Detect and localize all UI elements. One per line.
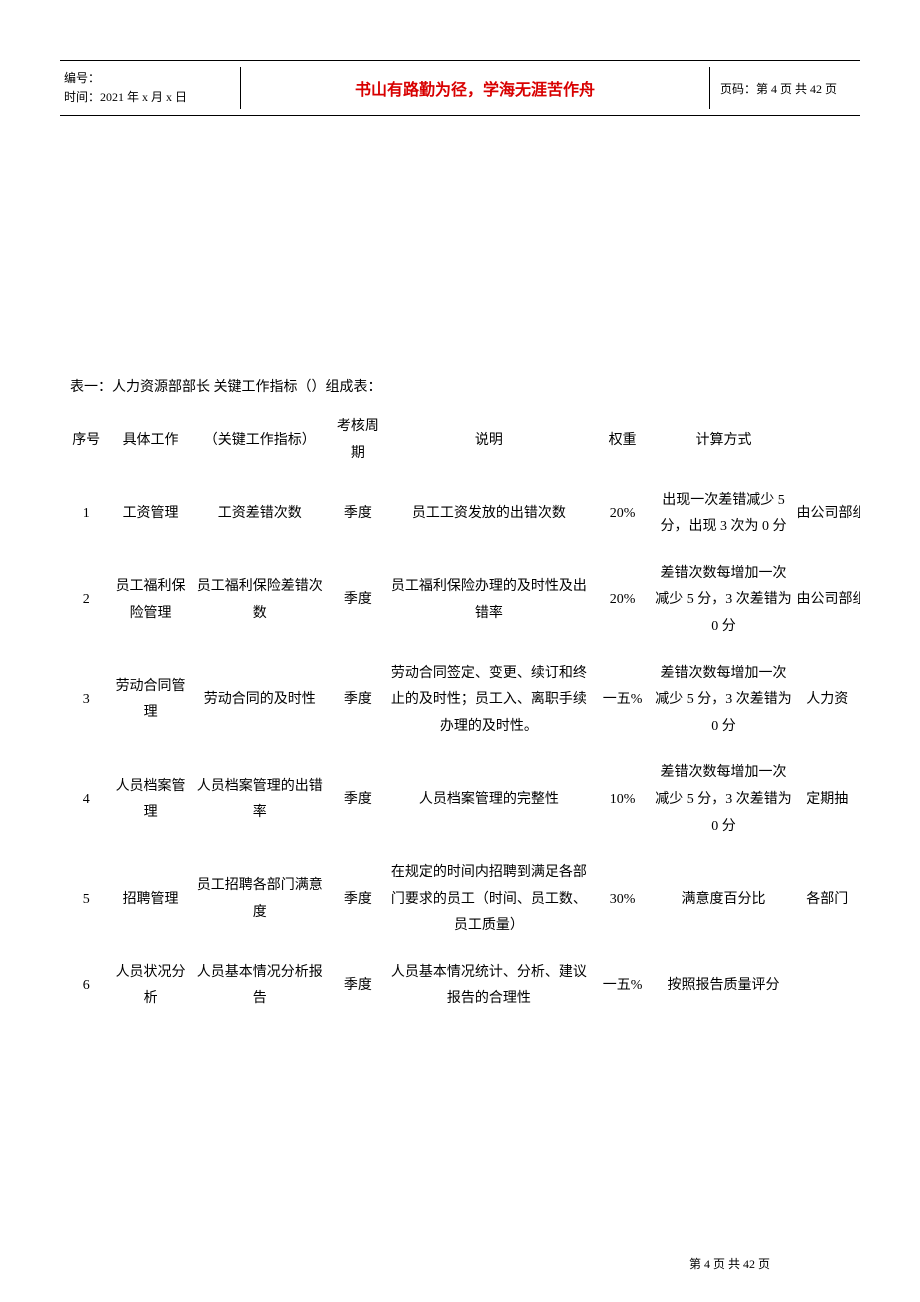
document-page: 编号： 时间：2021 年 x 月 x 日 书山有路勤为径，学海无涯苦作舟 页码… bbox=[0, 0, 920, 1302]
cell-work: 人员状况分析 bbox=[112, 950, 188, 1023]
doc-id-label: 编号： bbox=[64, 69, 236, 88]
cell-period: 季度 bbox=[331, 651, 386, 751]
cell-period: 季度 bbox=[331, 478, 386, 551]
cell-work: 人员档案管理 bbox=[112, 750, 188, 850]
cell-src-partial bbox=[794, 950, 860, 1023]
cell-seq: 4 bbox=[60, 750, 112, 850]
cell-weight: 30% bbox=[593, 850, 653, 950]
cell-src-partial: 由公司部组 bbox=[794, 478, 860, 551]
table-row: 3 劳动合同管理 劳动合同的及时性 季度 劳动合同签定、变更、续订和终止的及时性… bbox=[60, 651, 860, 751]
cell-kpi: 员工福利保险差错次数 bbox=[189, 551, 331, 651]
cell-desc: 在规定的时间内招聘到满足各部门要求的员工（时间、员工数、员工质量） bbox=[385, 850, 592, 950]
col-calc-header: 计算方式 bbox=[653, 404, 795, 477]
cell-src-partial: 由公司部组 bbox=[794, 551, 860, 651]
cell-weight: 一五% bbox=[593, 651, 653, 751]
cell-kpi: 员工招聘各部门满意度 bbox=[189, 850, 331, 950]
col-weight-header: 权重 bbox=[593, 404, 653, 477]
cell-work: 工资管理 bbox=[112, 478, 188, 551]
col-src-header-partial bbox=[794, 404, 860, 477]
cell-weight: 10% bbox=[593, 750, 653, 850]
cell-work: 员工福利保险管理 bbox=[112, 551, 188, 651]
doc-time-label: 时间：2021 年 x 月 x 日 bbox=[64, 88, 236, 107]
cell-src-partial: 人力资 bbox=[794, 651, 860, 751]
table-row: 6 人员状况分析 人员基本情况分析报告 季度 人员基本情况统计、分析、建议报告的… bbox=[60, 950, 860, 1023]
cell-kpi: 人员档案管理的出错率 bbox=[189, 750, 331, 850]
cell-seq: 5 bbox=[60, 850, 112, 950]
cell-seq: 1 bbox=[60, 478, 112, 551]
header-page-info: 页码：第 4 页 共 42 页 bbox=[710, 67, 860, 109]
cell-desc: 人员档案管理的完整性 bbox=[385, 750, 592, 850]
table-header-row: 序号 具体工作 （关键工作指标） 考核周期 说明 权重 计算方式 bbox=[60, 404, 860, 477]
cell-period: 季度 bbox=[331, 850, 386, 950]
cell-calc: 差错次数每增加一次减少 5 分，3 次差错为 0 分 bbox=[653, 651, 795, 751]
header-left-block: 编号： 时间：2021 年 x 月 x 日 bbox=[60, 67, 240, 109]
cell-src-partial: 各部门 bbox=[794, 850, 860, 950]
table-title: 表一：人力资源部部长 关键工作指标（）组成表： bbox=[60, 376, 860, 396]
page-header: 编号： 时间：2021 年 x 月 x 日 书山有路勤为径，学海无涯苦作舟 页码… bbox=[60, 60, 860, 116]
table-body: 1 工资管理 工资差错次数 季度 员工工资发放的出错次数 20% 出现一次差错减… bbox=[60, 478, 860, 1024]
cell-period: 季度 bbox=[331, 551, 386, 651]
cell-seq: 2 bbox=[60, 551, 112, 651]
page-footer: 第 4 页 共 42 页 bbox=[689, 1255, 770, 1272]
table-row: 5 招聘管理 员工招聘各部门满意度 季度 在规定的时间内招聘到满足各部门要求的员… bbox=[60, 850, 860, 950]
cell-kpi: 工资差错次数 bbox=[189, 478, 331, 551]
col-seq-header: 序号 bbox=[60, 404, 112, 477]
table-row: 4 人员档案管理 人员档案管理的出错率 季度 人员档案管理的完整性 10% 差错… bbox=[60, 750, 860, 850]
cell-period: 季度 bbox=[331, 750, 386, 850]
table-row: 2 员工福利保险管理 员工福利保险差错次数 季度 员工福利保险办理的及时性及出错… bbox=[60, 551, 860, 651]
cell-kpi: 劳动合同的及时性 bbox=[189, 651, 331, 751]
cell-seq: 6 bbox=[60, 950, 112, 1023]
cell-calc: 按照报告质量评分 bbox=[653, 950, 795, 1023]
header-motto: 书山有路勤为径，学海无涯苦作舟 bbox=[240, 67, 710, 109]
cell-desc: 员工福利保险办理的及时性及出错率 bbox=[385, 551, 592, 651]
cell-kpi: 人员基本情况分析报告 bbox=[189, 950, 331, 1023]
cell-period: 季度 bbox=[331, 950, 386, 1023]
col-kpi-header: （关键工作指标） bbox=[189, 404, 331, 477]
col-period-header: 考核周期 bbox=[331, 404, 386, 477]
cell-src-partial: 定期抽 bbox=[794, 750, 860, 850]
cell-desc: 人员基本情况统计、分析、建议报告的合理性 bbox=[385, 950, 592, 1023]
cell-calc: 差错次数每增加一次减少 5 分，3 次差错为 0 分 bbox=[653, 551, 795, 651]
cell-desc: 劳动合同签定、变更、续订和终止的及时性；员工入、离职手续办理的及时性。 bbox=[385, 651, 592, 751]
cell-calc: 出现一次差错减少 5 分，出现 3 次为 0 分 bbox=[653, 478, 795, 551]
table-header: 序号 具体工作 （关键工作指标） 考核周期 说明 权重 计算方式 bbox=[60, 404, 860, 477]
kpi-table: 序号 具体工作 （关键工作指标） 考核周期 说明 权重 计算方式 1 工资管理 … bbox=[60, 404, 860, 1023]
cell-weight: 20% bbox=[593, 551, 653, 651]
cell-calc: 满意度百分比 bbox=[653, 850, 795, 950]
cell-seq: 3 bbox=[60, 651, 112, 751]
cell-work: 劳动合同管理 bbox=[112, 651, 188, 751]
col-work-header: 具体工作 bbox=[112, 404, 188, 477]
cell-work: 招聘管理 bbox=[112, 850, 188, 950]
col-desc-header: 说明 bbox=[385, 404, 592, 477]
cell-desc: 员工工资发放的出错次数 bbox=[385, 478, 592, 551]
cell-weight: 一五% bbox=[593, 950, 653, 1023]
table-row: 1 工资管理 工资差错次数 季度 员工工资发放的出错次数 20% 出现一次差错减… bbox=[60, 478, 860, 551]
cell-weight: 20% bbox=[593, 478, 653, 551]
cell-calc: 差错次数每增加一次减少 5 分，3 次差错为 0 分 bbox=[653, 750, 795, 850]
